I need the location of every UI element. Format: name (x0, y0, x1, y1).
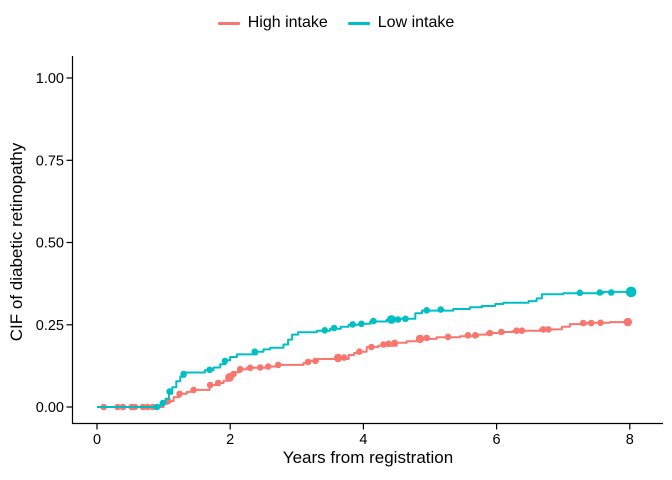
data-point-marker-high-intake (587, 319, 595, 327)
data-point-marker-low-intake (321, 327, 329, 334)
data-point-marker-high-intake (206, 381, 214, 389)
data-point-marker-high-intake (356, 348, 363, 356)
data-point-marker-high-intake (513, 327, 520, 335)
x-tick-label: 8 (626, 432, 634, 448)
y-tick-label: 1.00 (36, 71, 64, 87)
data-point-marker-low-intake (358, 320, 365, 328)
chart-legend: High intake Low intake (0, 12, 672, 34)
data-point-marker-low-intake (159, 399, 167, 407)
data-point-marker-low-intake (394, 316, 402, 323)
data-point-marker-high-intake (579, 319, 587, 327)
data-point-marker-low-intake (423, 307, 431, 314)
data-point-marker-high-intake (518, 327, 526, 335)
legend-item-high-intake[interactable]: High intake (217, 14, 328, 31)
data-point-marker-low-intake (402, 315, 409, 323)
data-point-marker-low-intake (251, 348, 259, 356)
legend-label-low-intake: Low intake (377, 14, 455, 31)
data-point-marker-low-intake (153, 403, 161, 411)
x-tick-label: 6 (493, 432, 501, 448)
data-point-marker-low-intake (596, 289, 604, 296)
data-point-marker-high-intake (176, 390, 183, 398)
data-point-marker-high-intake (274, 361, 282, 369)
data-point-marker-low-intake (437, 306, 445, 313)
data-point-marker-low-intake (180, 370, 187, 378)
y-tick-label: 0.50 (36, 236, 64, 252)
data-point-marker-high-intake (385, 340, 393, 348)
y-tick-label: 0.75 (36, 153, 64, 169)
y-tick-label: 0.25 (36, 318, 64, 334)
legend-key-line-low-intake (347, 21, 370, 25)
data-point-marker-high-intake (368, 343, 375, 351)
data-point-marker-high-intake (415, 334, 425, 344)
data-point-marker-low-intake (576, 289, 584, 297)
data-point-marker-low-intake (387, 315, 396, 324)
legend-key-line-high-intake (217, 21, 240, 25)
y-tick-label: 0.00 (36, 400, 64, 416)
data-point-marker-high-intake (391, 339, 399, 347)
data-point-marker-high-intake (190, 386, 197, 394)
data-point-marker-high-intake (264, 363, 272, 370)
data-point-marker-low-intake (206, 366, 213, 374)
data-point-marker-low-intake (625, 286, 637, 298)
x-tick-label: 4 (359, 432, 367, 448)
data-point-marker-low-intake (166, 388, 173, 395)
data-point-marker-high-intake (236, 365, 244, 373)
data-point-marker-high-intake (597, 319, 604, 327)
x-tick-label: 0 (93, 432, 101, 448)
data-point-marker-high-intake (380, 341, 387, 348)
data-point-marker-high-intake (486, 329, 494, 337)
data-point-marker-high-intake (340, 354, 348, 361)
data-point-marker-high-intake (230, 370, 237, 378)
data-point-marker-high-intake (304, 358, 312, 366)
data-point-marker-low-intake (370, 317, 377, 325)
legend-item-low-intake[interactable]: Low intake (347, 14, 455, 31)
data-point-marker-low-intake (349, 321, 357, 328)
data-point-marker-low-intake (607, 289, 615, 296)
data-point-marker-low-intake (330, 324, 338, 332)
data-point-marker-high-intake (472, 332, 479, 339)
data-point-marker-high-intake (623, 317, 632, 327)
data-point-marker-high-intake (498, 328, 505, 336)
data-point-marker-high-intake (464, 332, 472, 339)
data-point-marker-high-intake (545, 326, 552, 333)
data-point-marker-high-intake (444, 333, 452, 341)
data-point-marker-high-intake (256, 364, 264, 371)
data-point-marker-high-intake (333, 353, 343, 363)
data-point-marker-high-intake (312, 357, 319, 365)
data-point-marker-high-intake (539, 326, 547, 333)
data-point-marker-high-intake (423, 334, 431, 342)
series-line-low-intake (97, 290, 634, 408)
data-point-marker-high-intake (246, 364, 254, 372)
legend-label-high-intake: High intake (247, 14, 328, 31)
data-point-marker-low-intake (221, 357, 229, 365)
x-axis-title: Years from registration (282, 448, 454, 467)
data-point-marker-high-intake (214, 379, 222, 387)
x-tick-label: 2 (226, 432, 234, 448)
